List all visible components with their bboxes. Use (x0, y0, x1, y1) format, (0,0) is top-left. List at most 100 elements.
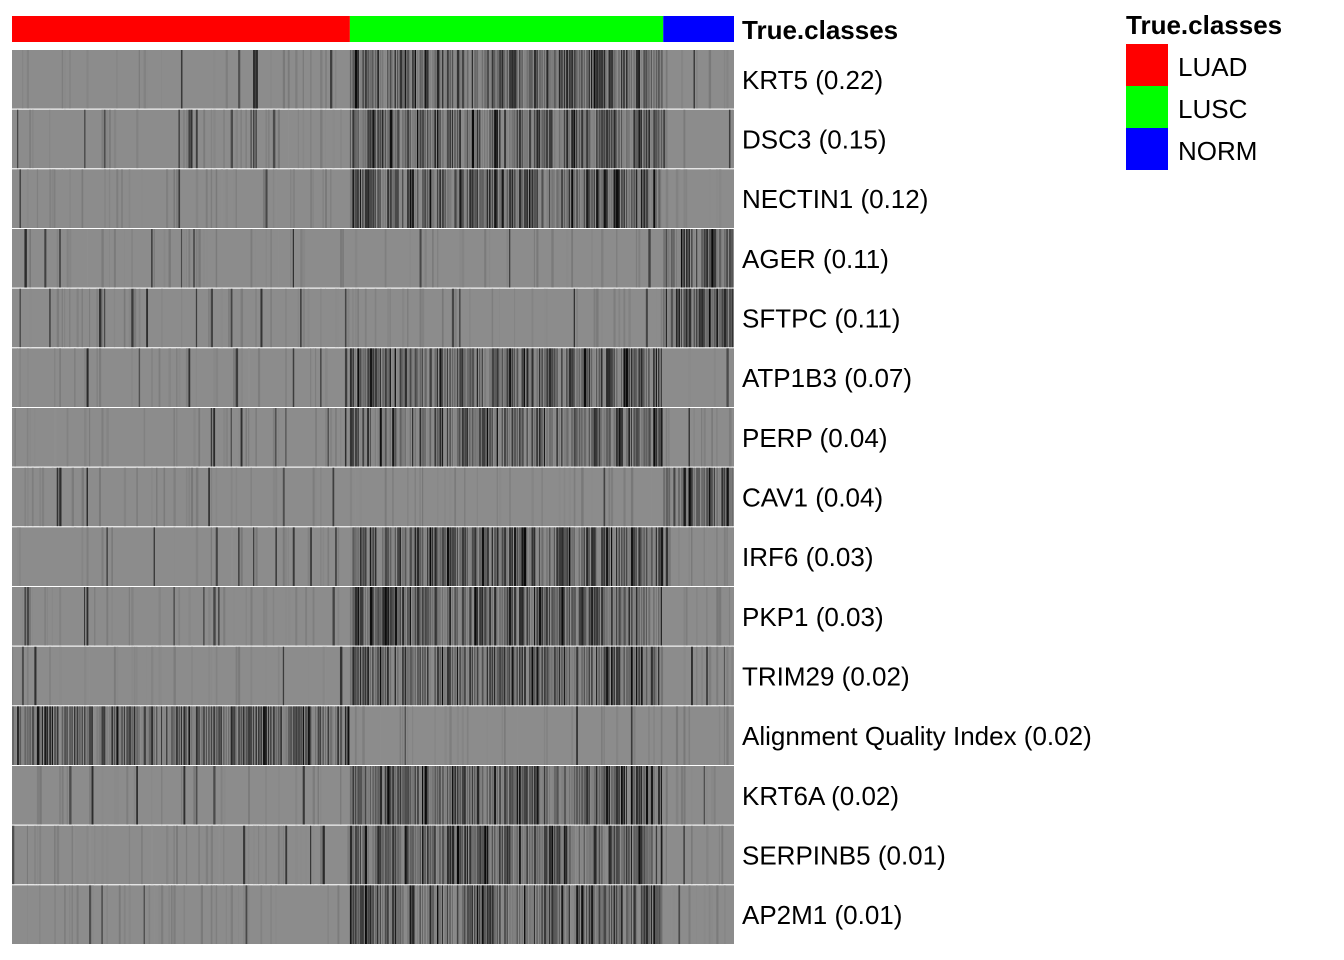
heatmap-cell (414, 527, 417, 586)
heatmap-cell (461, 527, 465, 586)
heatmap-cell (377, 885, 379, 944)
heatmap-cell (721, 825, 724, 885)
heatmap-cell (708, 467, 711, 527)
heatmap-cell (412, 169, 414, 228)
heatmap-cell (243, 825, 246, 885)
heatmap-cell (349, 825, 353, 885)
heatmap-cell (601, 766, 604, 825)
heatmap-cell (377, 766, 380, 825)
heatmap-cell (397, 587, 400, 646)
heatmap-cell (521, 825, 524, 885)
heatmap-cell (476, 50, 479, 109)
heatmap-cell (553, 766, 556, 825)
heatmap-cell (635, 109, 639, 169)
heatmap-cell (523, 408, 526, 467)
heatmap-cell (464, 587, 466, 646)
heatmap-cell (441, 288, 444, 348)
heatmap-cell (471, 50, 473, 109)
heatmap-cell (523, 646, 526, 706)
heatmap-cell (349, 766, 352, 825)
legend-label-luad: LUAD (1178, 52, 1247, 82)
heatmap-cell (588, 169, 591, 228)
heatmap-cell (571, 825, 574, 885)
heatmap-cell (108, 229, 110, 288)
heatmap-cell (66, 766, 69, 825)
heatmap-cell (648, 109, 651, 169)
heatmap-cell (551, 348, 554, 407)
heatmap-cell (387, 766, 390, 825)
heatmap-cell (233, 706, 236, 765)
heatmap-cell (576, 288, 578, 348)
heatmap-cell (531, 169, 534, 228)
heatmap-cell (623, 587, 626, 646)
heatmap-cell (419, 467, 421, 527)
heatmap-cell (509, 229, 511, 288)
heatmap-cell (399, 587, 401, 646)
heatmap-cell (633, 169, 636, 228)
heatmap-cell (635, 348, 638, 407)
heatmap-cell (563, 348, 565, 407)
heatmap-cell (561, 50, 563, 109)
heatmap-cell (389, 825, 392, 885)
heatmap-cell (708, 169, 711, 228)
heatmap-cell (151, 825, 154, 885)
heatmap-cell (412, 348, 414, 407)
heatmap-cell (439, 766, 441, 825)
heatmap-cell (183, 109, 185, 169)
heatmap-cell (210, 408, 213, 467)
heatmap-cell (731, 229, 733, 288)
heatmap-cell (516, 348, 519, 407)
heatmap-cell (633, 825, 636, 885)
heatmap-cell (270, 706, 272, 765)
heatmap-cell (173, 527, 175, 586)
heatmap-cell (200, 885, 203, 944)
heatmap-cell (623, 527, 626, 586)
heatmap-cell (349, 885, 352, 944)
heatmap-cell (379, 50, 382, 109)
heatmap-cell (678, 229, 680, 288)
heatmap-cell (583, 885, 585, 944)
heatmap-cell (459, 169, 462, 228)
heatmap-cell (357, 50, 359, 109)
heatmap-cell (645, 288, 648, 348)
heatmap-cell (625, 825, 628, 885)
heatmap-cell (451, 109, 454, 169)
heatmap-cell (625, 587, 628, 646)
heatmap-cell (701, 646, 704, 706)
heatmap-cell (506, 50, 509, 109)
heatmap-cell (596, 169, 599, 228)
heatmap-cell (618, 288, 621, 348)
heatmap-cell (384, 229, 387, 288)
heatmap-cell (272, 467, 276, 527)
heatmap-cell (603, 50, 606, 109)
heatmap-cell (486, 885, 489, 944)
heatmap-cell (215, 229, 218, 288)
heatmap-cell (469, 408, 471, 467)
legend-swatch-lusc (1126, 86, 1168, 128)
heatmap-cell (384, 50, 386, 109)
heatmap-cell (461, 348, 464, 407)
heatmap-cell (489, 408, 492, 467)
heatmap-cell (606, 50, 608, 109)
heatmap-cell (21, 646, 24, 706)
heatmap-cell (481, 50, 484, 109)
heatmap-cell (660, 646, 664, 706)
heatmap-cell (526, 169, 528, 228)
heatmap-cell (728, 467, 732, 527)
heatmap-cell (713, 288, 716, 348)
heatmap-cell (608, 50, 611, 109)
heatmap-cell (195, 169, 199, 228)
heatmap-cell (588, 646, 590, 706)
heatmap-cell (315, 50, 317, 109)
heatmap-cell (287, 527, 289, 586)
heatmap-cell (297, 288, 300, 348)
heatmap-cell (521, 408, 524, 467)
heatmap-cell (541, 766, 544, 825)
heatmap-cell (354, 587, 358, 646)
heatmap-cell (392, 825, 395, 885)
heatmap-cell (357, 109, 359, 169)
heatmap-cell (613, 766, 616, 825)
heatmap-cell (404, 169, 407, 228)
heatmap-cell (26, 169, 29, 228)
heatmap-cell (208, 706, 210, 765)
